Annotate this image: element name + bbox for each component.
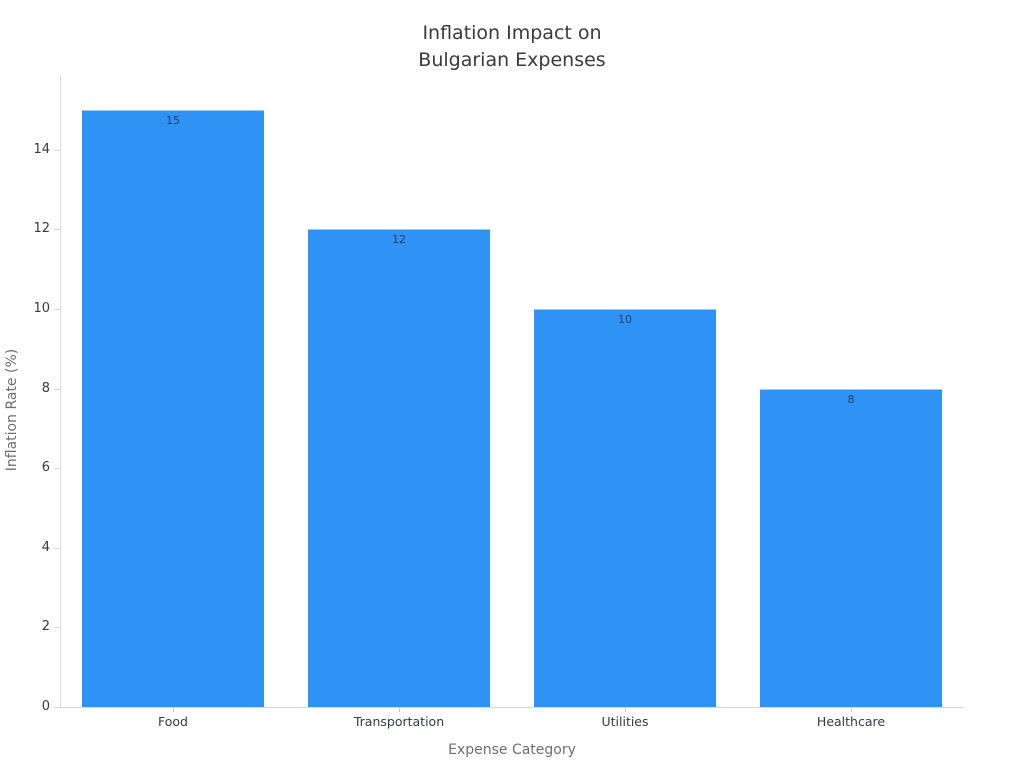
y-tick-mark — [54, 547, 60, 549]
y-tick-label: 8 — [41, 380, 50, 396]
x-tick-mark — [851, 707, 852, 712]
bar-value-label: 15 — [166, 114, 180, 128]
y-tick-mark — [54, 468, 60, 470]
y-tick-mark — [54, 309, 60, 310]
y-tick-label: 4 — [41, 539, 50, 555]
x-tick-label: Transportation — [353, 714, 445, 729]
y-tick-label: 12 — [33, 221, 50, 237]
y-axis-title: Inflation Rate (%) — [4, 348, 20, 472]
y-tick-mark — [54, 149, 60, 151]
y-tick-mark — [54, 627, 60, 629]
bar-transportation[interactable] — [308, 229, 490, 707]
chart-title-line-1: Inflation Impact on — [422, 22, 602, 44]
x-tick-mark — [399, 707, 400, 712]
bar-healthcare[interactable] — [760, 388, 942, 707]
x-tick-mark — [625, 707, 626, 712]
x-axis-title: Expense Category — [448, 742, 576, 758]
y-tick-label: 0 — [41, 699, 50, 714]
y-tick-label: 10 — [33, 301, 50, 316]
x-tick-mark — [173, 707, 174, 712]
bar-value-label: 12 — [392, 233, 406, 247]
y-axis-line — [60, 75, 61, 707]
bar-food[interactable] — [82, 110, 264, 707]
y-tick-mark — [54, 229, 60, 231]
y-tick-mark — [54, 388, 60, 390]
y-tick-label: 14 — [33, 141, 50, 157]
y-tick-label: 6 — [41, 460, 50, 476]
y-tick-mark — [54, 707, 60, 708]
bar-value-label: 8 — [847, 392, 855, 406]
chart-title-line-2: Bulgarian Expenses — [418, 49, 606, 71]
y-tick-label: 2 — [41, 619, 50, 635]
bar-utilities[interactable] — [534, 309, 716, 707]
x-axis-line — [60, 707, 965, 708]
bar-value-label: 10 — [618, 313, 632, 326]
x-tick-label: Healthcare — [816, 714, 886, 729]
x-tick-label: Utilities — [601, 714, 649, 729]
chart-title: Inflation Impact on Bulgarian Expenses — [60, 20, 964, 74]
x-tick-label: Food — [158, 714, 188, 729]
